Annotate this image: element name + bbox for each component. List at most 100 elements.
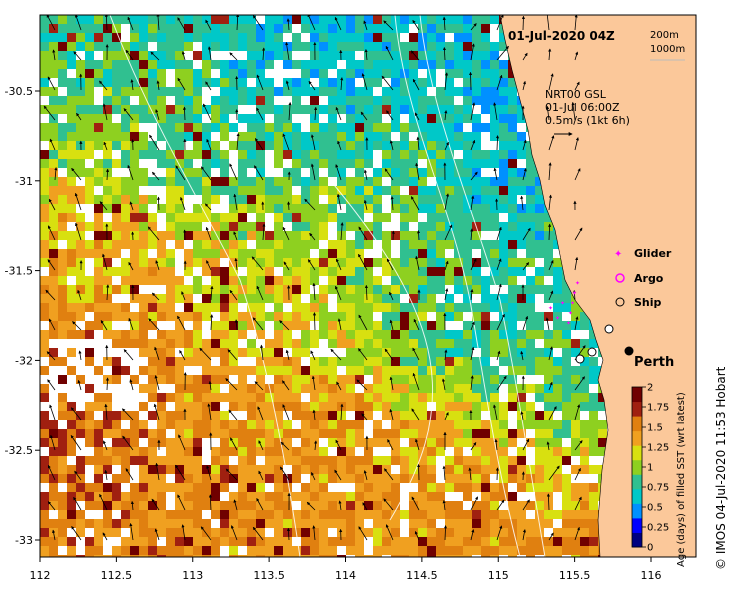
sst-cell	[58, 60, 67, 69]
sst-cell	[85, 411, 94, 420]
sst-cell	[112, 231, 121, 240]
sst-cell	[220, 159, 229, 168]
sst-cell	[472, 213, 481, 222]
sst-cell	[130, 213, 139, 222]
sst-cell	[328, 150, 337, 159]
sst-cell	[130, 492, 139, 501]
sst-cell	[346, 15, 355, 24]
sst-cell	[319, 231, 328, 240]
sst-cell	[139, 96, 148, 105]
sst-cell	[580, 492, 589, 501]
sst-cell	[220, 150, 229, 159]
map-panel: ✦✦✦✦✦✦✦✦	[40, 15, 696, 557]
sst-cell	[409, 186, 418, 195]
sst-cell	[472, 474, 481, 483]
sst-cell	[193, 537, 202, 546]
sst-cell	[193, 132, 202, 141]
sst-cell	[238, 132, 247, 141]
sst-cell	[400, 330, 409, 339]
current-arrow	[288, 101, 292, 121]
sst-cell	[445, 411, 454, 420]
sst-cell	[418, 168, 427, 177]
sst-cell	[256, 384, 265, 393]
sst-cell	[436, 213, 445, 222]
sst-cell	[283, 123, 292, 132]
sst-cell	[337, 105, 346, 114]
sst-cell	[184, 528, 193, 537]
sst-cell	[94, 15, 103, 24]
current-arrow	[415, 162, 420, 181]
colorbar-step	[632, 387, 642, 403]
sst-cell	[544, 447, 553, 456]
x-axis: 112 112.5 113 113.5 114 114.5 115 115.5 116	[30, 557, 662, 582]
current-arrow	[338, 500, 342, 511]
sst-cell	[337, 537, 346, 546]
sst-cell	[76, 132, 85, 141]
sst-cell	[130, 438, 139, 447]
sst-cell	[202, 195, 211, 204]
sst-cell	[454, 483, 463, 492]
sst-cell	[562, 474, 571, 483]
sst-cell	[598, 438, 607, 447]
current-arrow	[233, 231, 238, 241]
sst-cell	[247, 447, 256, 456]
sst-cell	[553, 357, 562, 366]
sst-cell	[130, 528, 139, 537]
sst-cell	[571, 528, 580, 537]
sst-cell	[211, 285, 220, 294]
sst-cell	[589, 519, 598, 528]
sst-cell	[364, 447, 373, 456]
sst-cell	[202, 465, 211, 474]
sst-cell	[274, 474, 283, 483]
sst-cell	[175, 330, 184, 339]
sst-cell	[229, 60, 238, 69]
sst-cell	[283, 105, 292, 114]
sst-cell	[148, 501, 157, 510]
sst-cell	[337, 132, 346, 141]
sst-cell	[148, 213, 157, 222]
sst-cell	[364, 78, 373, 87]
sst-cell	[445, 402, 454, 411]
sst-cell	[346, 528, 355, 537]
sst-cell	[256, 96, 265, 105]
sst-cell	[256, 231, 265, 240]
sst-cell	[535, 213, 544, 222]
sst-cell	[337, 177, 346, 186]
sst-cell	[310, 15, 319, 24]
sst-cell	[454, 177, 463, 186]
sst-cell	[58, 150, 67, 159]
sst-cell	[571, 519, 580, 528]
sst-cell	[148, 150, 157, 159]
sst-cell	[337, 87, 346, 96]
current-arrow	[229, 52, 238, 61]
sst-cell	[292, 141, 301, 150]
sst-cell	[166, 465, 175, 474]
current-arrow	[363, 169, 368, 181]
sst-cell	[310, 546, 319, 555]
sst-cell	[409, 42, 418, 51]
sst-cell	[292, 123, 301, 132]
sst-cell	[328, 195, 337, 204]
sst-cell	[40, 366, 49, 375]
sst-cell	[391, 492, 400, 501]
sst-cell	[526, 537, 535, 546]
sst-cell	[301, 465, 310, 474]
sst-cell	[310, 51, 319, 60]
sst-cell	[130, 483, 139, 492]
sst-cell	[193, 213, 202, 222]
sst-cell	[247, 294, 256, 303]
current-arrow	[470, 321, 475, 331]
sst-cell	[373, 465, 382, 474]
sst-cell	[355, 339, 364, 348]
sst-cell	[256, 393, 265, 402]
sst-cell	[139, 456, 148, 465]
sst-cell	[508, 465, 517, 474]
sst-cell	[499, 519, 508, 528]
sst-cell	[400, 285, 409, 294]
sst-cell	[85, 168, 94, 177]
sst-cell	[274, 546, 283, 555]
sst-cell	[220, 222, 229, 231]
sst-cell	[319, 357, 328, 366]
sst-cell	[571, 537, 580, 546]
current-arrow	[470, 529, 475, 541]
